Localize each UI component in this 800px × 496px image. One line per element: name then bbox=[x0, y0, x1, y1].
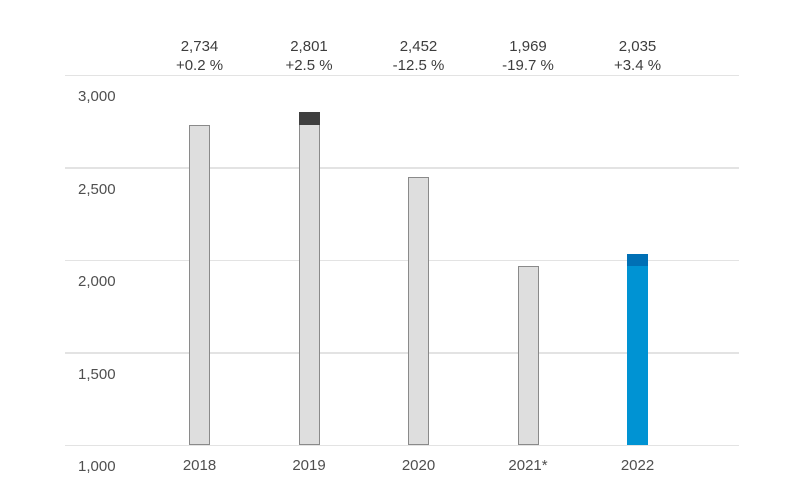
bar-value-label: 2,035 bbox=[618, 38, 657, 55]
bar-2021 bbox=[517, 266, 539, 446]
bar-value-label: 2,452 bbox=[399, 38, 438, 55]
x-axis-label-2020: 2020 bbox=[401, 457, 436, 474]
bar-value-label: 2,801 bbox=[290, 38, 328, 55]
x-axis-label-2018: 2018 bbox=[182, 457, 217, 474]
bar-data-label-2021: 1,969 -19.7 % bbox=[468, 37, 588, 75]
bar-data-label-2018: 2,734 +0.2 % bbox=[140, 37, 260, 75]
bar-2018 bbox=[189, 124, 210, 446]
y-axis-tick-label: 3,000 bbox=[78, 88, 116, 106]
gridline-2000 bbox=[65, 259, 739, 262]
y-axis-tick-label: 1,500 bbox=[78, 365, 116, 383]
gridline-1000 bbox=[65, 444, 739, 447]
y-axis-tick-label: 2,500 bbox=[78, 180, 116, 198]
bar-growth-cap-2019 bbox=[298, 112, 320, 125]
gridline-2500 bbox=[65, 167, 739, 169]
bar-data-label-2022: 2,035 +3.4 % bbox=[578, 37, 698, 75]
bar-value-label: 1,969 bbox=[509, 38, 547, 55]
bar-change-label: +2.5 % bbox=[285, 57, 333, 74]
gridline-3000 bbox=[65, 74, 739, 77]
gridline-1500 bbox=[65, 352, 739, 354]
x-axis-label-2019: 2019 bbox=[292, 457, 326, 474]
bar-data-label-2019: 2,801 +2.5 % bbox=[249, 37, 369, 75]
bar-2020 bbox=[408, 176, 429, 446]
bar-2022 bbox=[627, 253, 648, 446]
bar-2019 bbox=[298, 112, 320, 446]
x-axis-label-2022: 2022 bbox=[620, 457, 655, 474]
bar-value-label: 2,734 bbox=[180, 38, 219, 55]
y-axis-tick-label: 2,000 bbox=[78, 273, 116, 291]
bar-change-label: +3.4 % bbox=[613, 57, 662, 74]
bar-change-label: +0.2 % bbox=[175, 57, 224, 74]
y-axis-tick-label: 1,000 bbox=[78, 458, 116, 476]
bar-growth-cap-2022 bbox=[627, 253, 648, 267]
bar-change-label: -12.5 % bbox=[392, 57, 445, 74]
bar-change-label: -19.7 % bbox=[502, 57, 554, 74]
bar-data-label-2020: 2,452 -12.5 % bbox=[359, 37, 479, 75]
x-axis-label-2021: 2021* bbox=[508, 457, 548, 474]
